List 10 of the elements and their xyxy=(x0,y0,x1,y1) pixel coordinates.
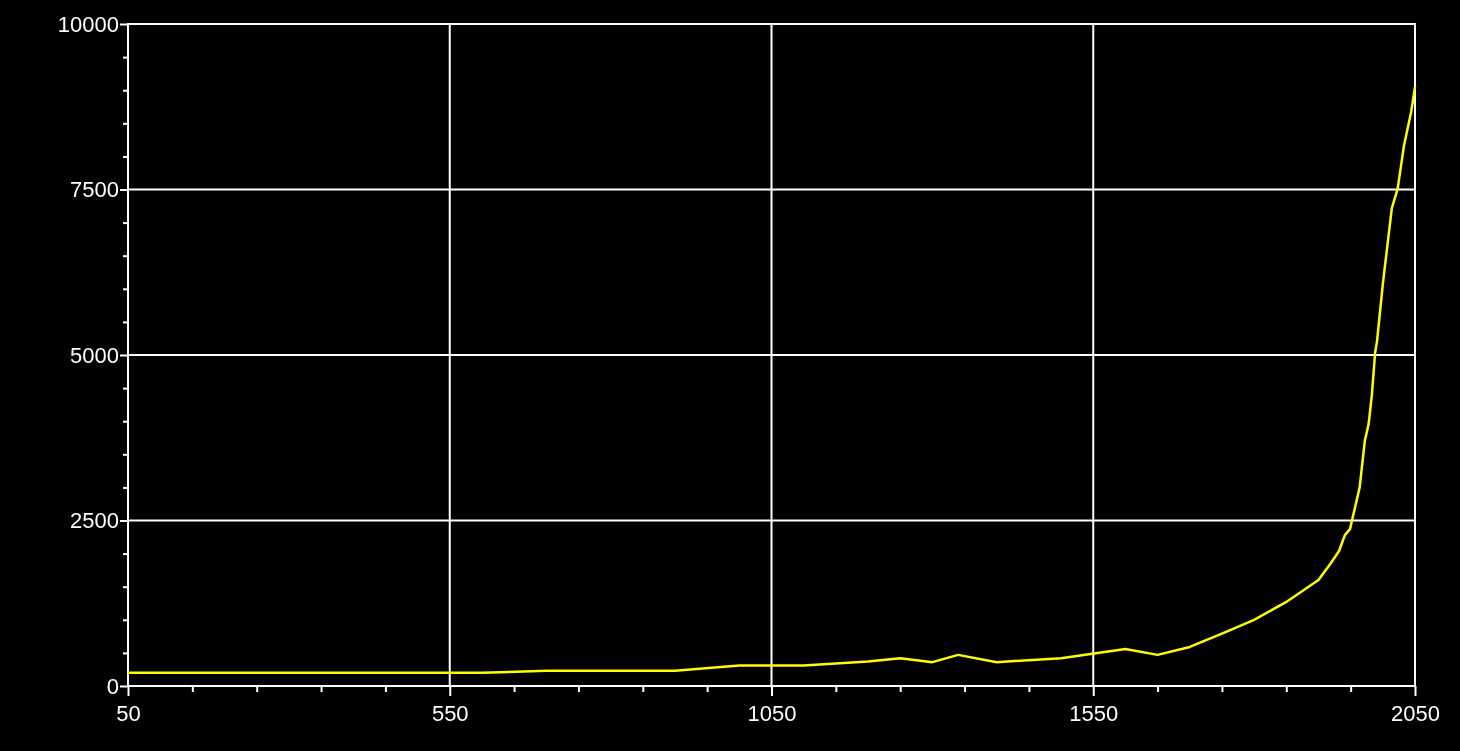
x-tick-label: 1550 xyxy=(1069,701,1119,727)
x-tick-label: 50 xyxy=(116,701,141,727)
y-tick-label: 5000 xyxy=(70,342,119,368)
y-tick-label: 0 xyxy=(106,673,119,699)
x-tick-label: 550 xyxy=(431,701,469,727)
x-tick-label: 2050 xyxy=(1391,701,1440,727)
y-tick-label: 10000 xyxy=(57,11,119,37)
y-tick-label: 7500 xyxy=(70,177,119,203)
y-tick-label: 2500 xyxy=(70,508,119,534)
x-tick-label: 1050 xyxy=(747,701,797,727)
